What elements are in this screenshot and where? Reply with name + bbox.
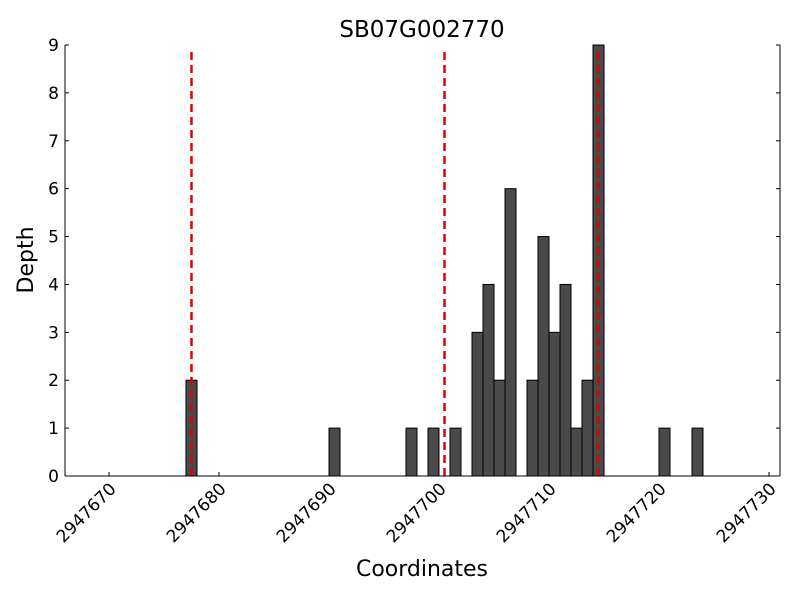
y-tick-label: 8 (48, 84, 59, 104)
histogram-bar (559, 283, 572, 477)
histogram-bar (449, 427, 462, 477)
histogram-bar (537, 236, 550, 477)
histogram-bar (658, 427, 671, 477)
x-tick-label: 2947710 (493, 479, 561, 547)
x-tick-label: 2947730 (713, 479, 781, 547)
histogram-bar (427, 427, 440, 477)
histogram-bar (471, 331, 484, 477)
chart-title: SB07G002770 (339, 17, 504, 43)
x-axis-title: Coordinates (356, 557, 488, 582)
y-tick-label: 5 (48, 228, 59, 248)
y-tick-label: 9 (48, 36, 59, 56)
histogram-bar (493, 379, 506, 477)
y-tick-label: 2 (48, 371, 59, 391)
histogram-bar (405, 427, 418, 477)
histogram-bar (526, 379, 539, 477)
x-tick-label: 2947680 (163, 479, 231, 547)
x-tick-label: 2947720 (603, 479, 671, 547)
histogram-bar (570, 427, 583, 477)
histogram-bar (482, 283, 495, 477)
histogram-bar (691, 427, 704, 477)
x-tick-label: 2947690 (273, 479, 341, 547)
y-tick-label: 3 (48, 323, 59, 343)
y-tick-label: 6 (48, 180, 59, 200)
histogram-bar (504, 188, 517, 477)
x-tick-label: 2947700 (383, 479, 451, 547)
y-axis-title: Depth (14, 226, 39, 293)
y-tick-label: 7 (48, 132, 59, 152)
y-tick-label: 1 (48, 419, 59, 439)
x-tick-label: 2947670 (53, 479, 121, 547)
y-tick-label: 0 (48, 467, 59, 487)
histogram-bar (328, 427, 341, 477)
reference-lines-layer (190, 52, 600, 476)
histogram-bar (581, 379, 594, 477)
y-tick-label: 4 (48, 275, 59, 295)
histogram-bar (548, 331, 561, 477)
